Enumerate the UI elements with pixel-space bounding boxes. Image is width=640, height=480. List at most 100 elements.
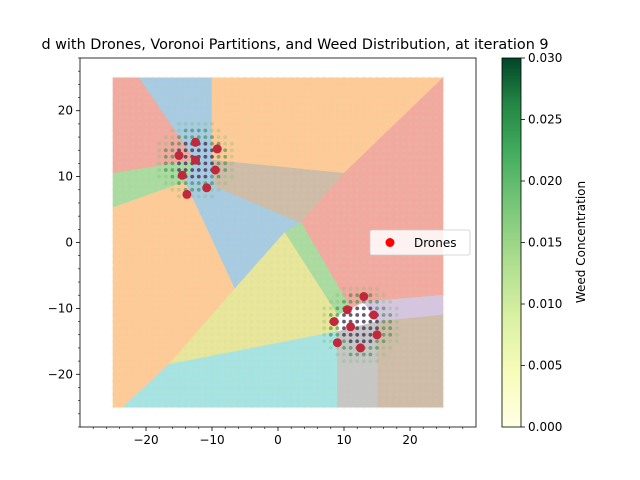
- weed-dot: [394, 115, 399, 120]
- weed-dot: [170, 108, 175, 113]
- weed-dot: [256, 194, 261, 199]
- weed-dot: [170, 154, 175, 159]
- weed-dot: [157, 207, 162, 212]
- weed-dot: [124, 161, 129, 166]
- weed-dot: [335, 201, 340, 205]
- weed-dot: [216, 286, 221, 291]
- weed-dot: [408, 108, 412, 113]
- weed-dot: [355, 299, 360, 304]
- weed-dot: [190, 148, 195, 153]
- weed-dot: [111, 346, 115, 350]
- weed-dot: [203, 359, 208, 363]
- weed-dot: [355, 227, 360, 232]
- weed-dot: [322, 260, 327, 265]
- weed-dot: [276, 214, 280, 219]
- weed-dot: [163, 89, 168, 93]
- weed-dot: [348, 187, 353, 192]
- weed-dot: [196, 207, 201, 212]
- weed-dot: [408, 154, 412, 159]
- weed-dot: [302, 280, 307, 284]
- weed-dot: [276, 299, 280, 304]
- weed-dot: [183, 102, 188, 106]
- weed-dot: [295, 95, 300, 100]
- weed-dot: [394, 89, 399, 93]
- weed-dot: [170, 128, 175, 133]
- weed-dot: [368, 405, 373, 410]
- weed-dot: [295, 141, 300, 146]
- weed-dot: [262, 273, 267, 278]
- weed-dot: [196, 280, 201, 284]
- weed-dot: [190, 168, 195, 172]
- weed-dot: [203, 286, 208, 291]
- weed-dot: [269, 299, 274, 304]
- weed-dot: [236, 194, 241, 199]
- weed-dot: [328, 148, 333, 153]
- weed-dot: [408, 260, 412, 265]
- weed-dot: [183, 405, 188, 410]
- weed-dot: [302, 220, 307, 225]
- weed-dot: [355, 108, 360, 113]
- weed-dot: [322, 280, 327, 284]
- weed-dot: [289, 234, 294, 238]
- weed-dot: [408, 207, 412, 212]
- weed-dot: [322, 168, 327, 172]
- weed-dot: [434, 128, 439, 133]
- weed-dot: [361, 405, 366, 410]
- weed-dot: [117, 82, 122, 87]
- weed-dot: [434, 346, 439, 350]
- weed-dot: [144, 82, 148, 87]
- weed-dot: [342, 108, 346, 113]
- weed-dot: [203, 385, 208, 390]
- weed-dot: [276, 286, 280, 291]
- weed-dot: [348, 352, 353, 357]
- weed-dot: [414, 405, 419, 410]
- weed-dot: [348, 89, 353, 93]
- weed-dot: [117, 174, 122, 179]
- weed-dot: [414, 260, 419, 265]
- weed-dot: [348, 260, 353, 265]
- weed-dot: [150, 299, 155, 304]
- weed-dot: [408, 339, 412, 344]
- weed-dot: [130, 181, 135, 186]
- weed-dot: [190, 273, 195, 278]
- weed-dot: [117, 201, 122, 205]
- weed-dot: [368, 273, 373, 278]
- weed-dot: [441, 385, 445, 390]
- weed-dot: [183, 181, 188, 186]
- weed-dot: [394, 220, 399, 225]
- weed-dot: [368, 267, 373, 271]
- weed-dot: [381, 174, 386, 179]
- weed-dot: [309, 234, 313, 238]
- weed-dot: [229, 201, 234, 205]
- weed-dot: [328, 207, 333, 212]
- weed-dot: [414, 267, 419, 271]
- weed-dot: [216, 234, 221, 238]
- weed-dot: [282, 187, 287, 192]
- weed-dot: [315, 405, 320, 410]
- weed-dot: [441, 372, 445, 377]
- weed-dot: [441, 154, 445, 159]
- weed-dot: [243, 398, 247, 403]
- weed-dot: [117, 194, 122, 199]
- weed-dot: [361, 102, 366, 106]
- weed-dot: [223, 306, 228, 311]
- weed-dot: [236, 273, 241, 278]
- weed-dot: [434, 75, 439, 80]
- weed-dot: [111, 187, 115, 192]
- weed-dot: [289, 293, 294, 298]
- weed-dot: [375, 405, 379, 410]
- weed-dot: [302, 359, 307, 363]
- weed-dot: [309, 253, 313, 258]
- weed-dot: [269, 220, 274, 225]
- weed-dot: [348, 141, 353, 146]
- weed-dot: [157, 319, 162, 324]
- weed-dot: [302, 135, 307, 140]
- weed-dot: [315, 339, 320, 344]
- weed-dot: [302, 346, 307, 350]
- weed-dot: [223, 240, 228, 245]
- weed-dot: [388, 207, 393, 212]
- weed-dot: [302, 201, 307, 205]
- weed-dot: [243, 372, 247, 377]
- weed-dot: [177, 260, 181, 265]
- weed-dot: [302, 332, 307, 337]
